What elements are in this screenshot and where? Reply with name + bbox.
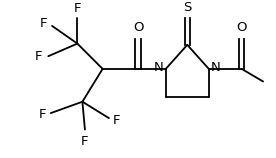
Text: O: O xyxy=(133,21,143,34)
Text: F: F xyxy=(39,17,47,30)
Text: F: F xyxy=(81,135,89,148)
Text: N: N xyxy=(211,61,221,74)
Text: F: F xyxy=(74,2,81,15)
Text: O: O xyxy=(236,21,247,34)
Text: S: S xyxy=(183,1,192,14)
Text: N: N xyxy=(154,61,164,74)
Text: F: F xyxy=(113,114,120,127)
Text: F: F xyxy=(38,108,46,121)
Text: F: F xyxy=(34,50,42,63)
